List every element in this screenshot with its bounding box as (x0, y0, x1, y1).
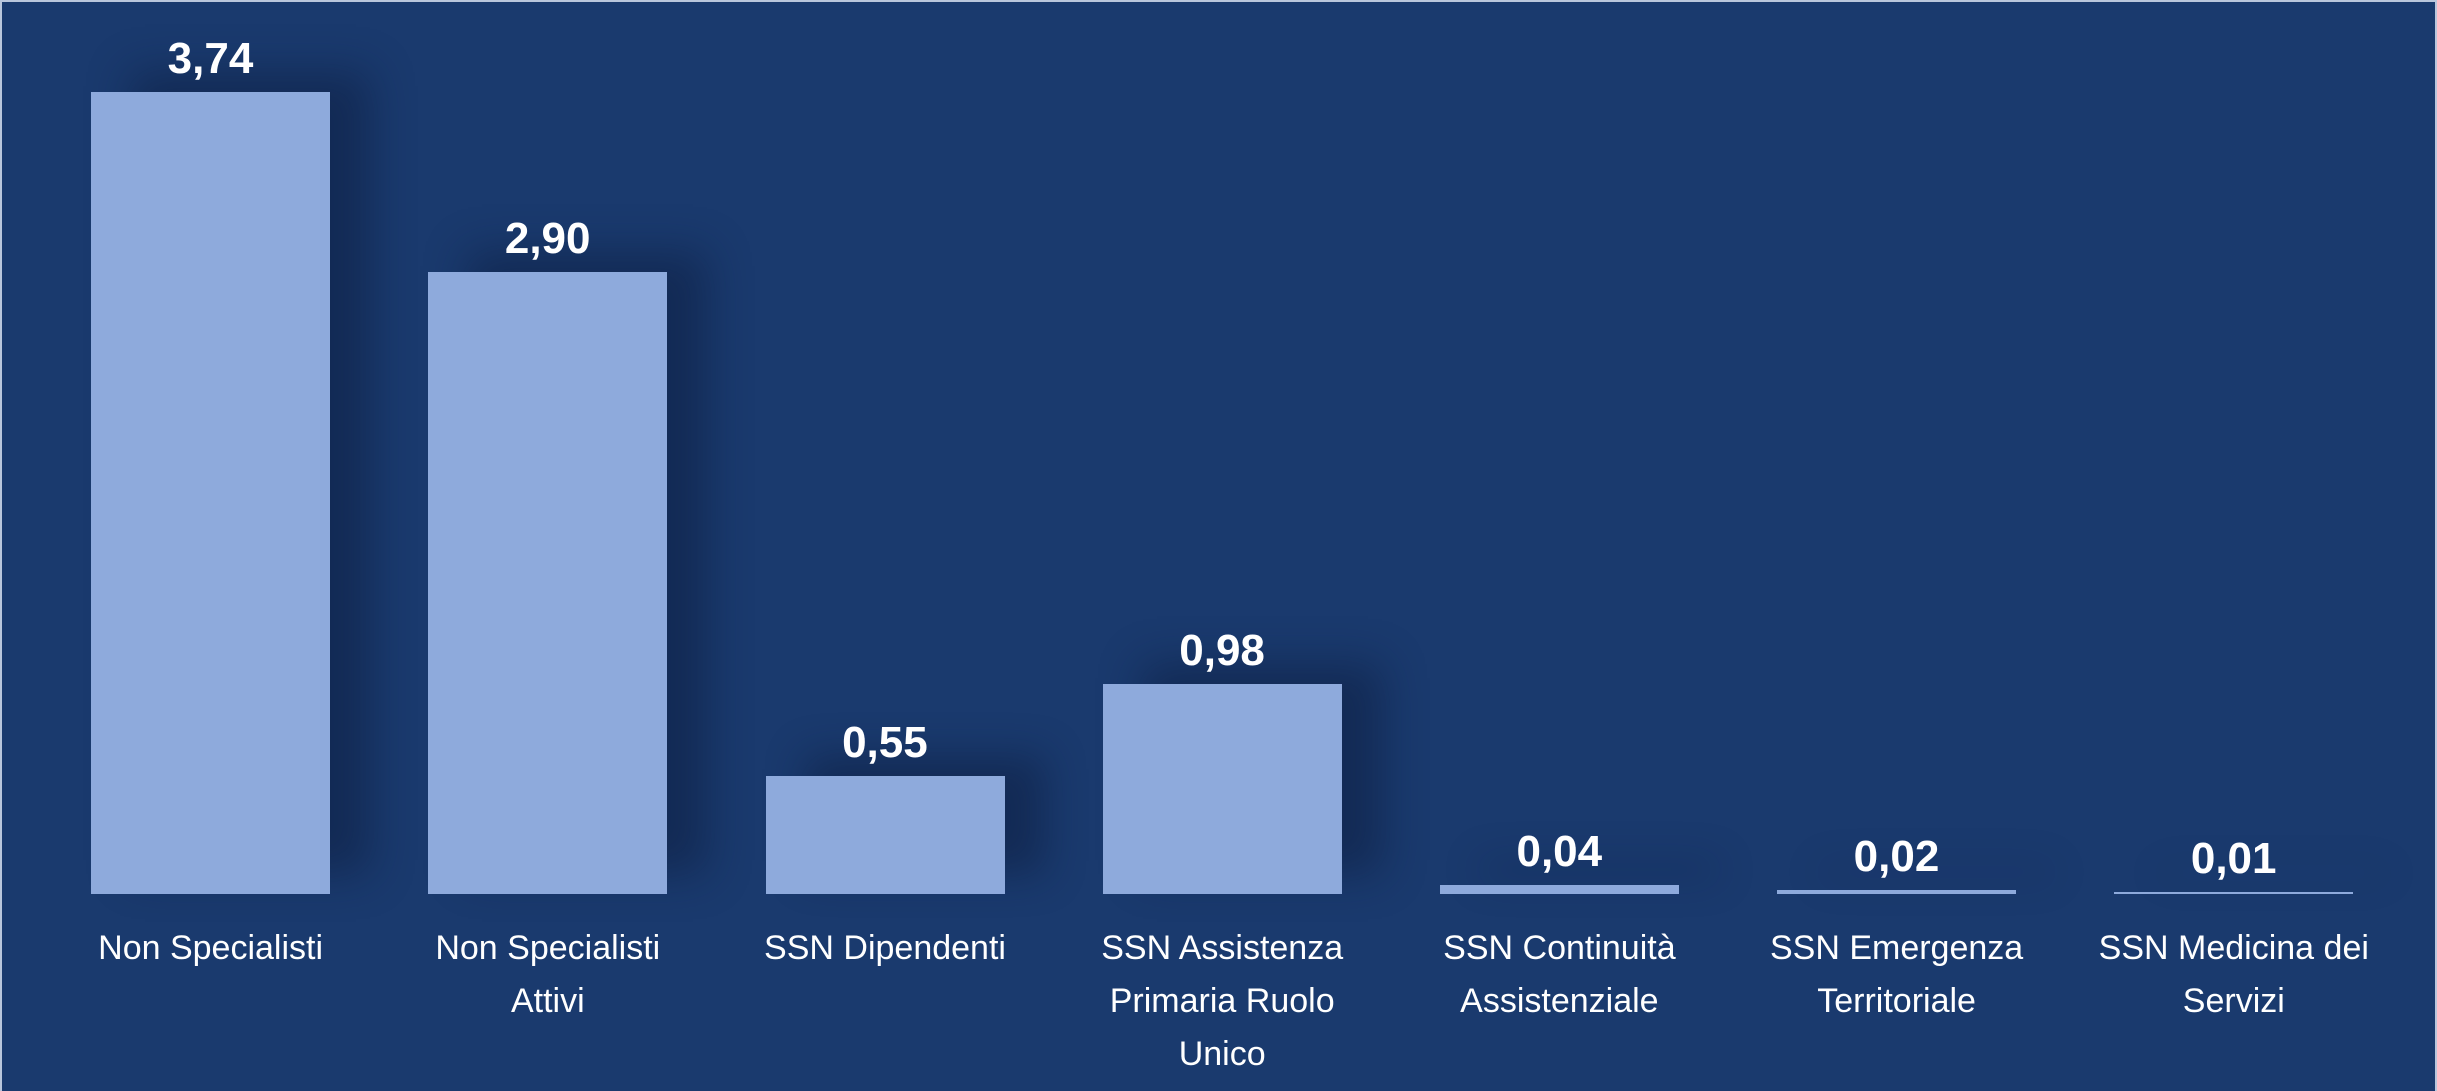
value-label: 0,55 (842, 718, 928, 768)
bar (765, 776, 1005, 894)
value-label: 0,04 (1516, 827, 1603, 877)
value-label: 0,01 (2190, 833, 2277, 883)
category-label: Non Specialisti Attivi (435, 929, 661, 1020)
bar (1439, 885, 1679, 894)
category-label: Non Specialisti (98, 929, 324, 967)
category-label: SSN Dipendenti (764, 929, 1006, 967)
bar (2114, 891, 2354, 894)
bar (91, 91, 331, 894)
value-label: 0,02 (1853, 831, 1940, 881)
bar (1102, 683, 1342, 894)
bar (1777, 889, 2017, 894)
value-label: 3,74 (167, 33, 254, 83)
value-label: 0,98 (1179, 625, 1265, 675)
bar (428, 271, 668, 894)
value-label: 2,90 (504, 213, 591, 263)
category-label: SSN Emergenza Territoriale (1769, 929, 2024, 1020)
category-label: SSN Continuità Assistenziale (1443, 929, 1676, 1020)
category-label: SSN Assistenza Primaria Ruolo Unico (1101, 929, 1344, 1073)
category-label: SSN Medicina dei Servizi (2098, 929, 2369, 1020)
